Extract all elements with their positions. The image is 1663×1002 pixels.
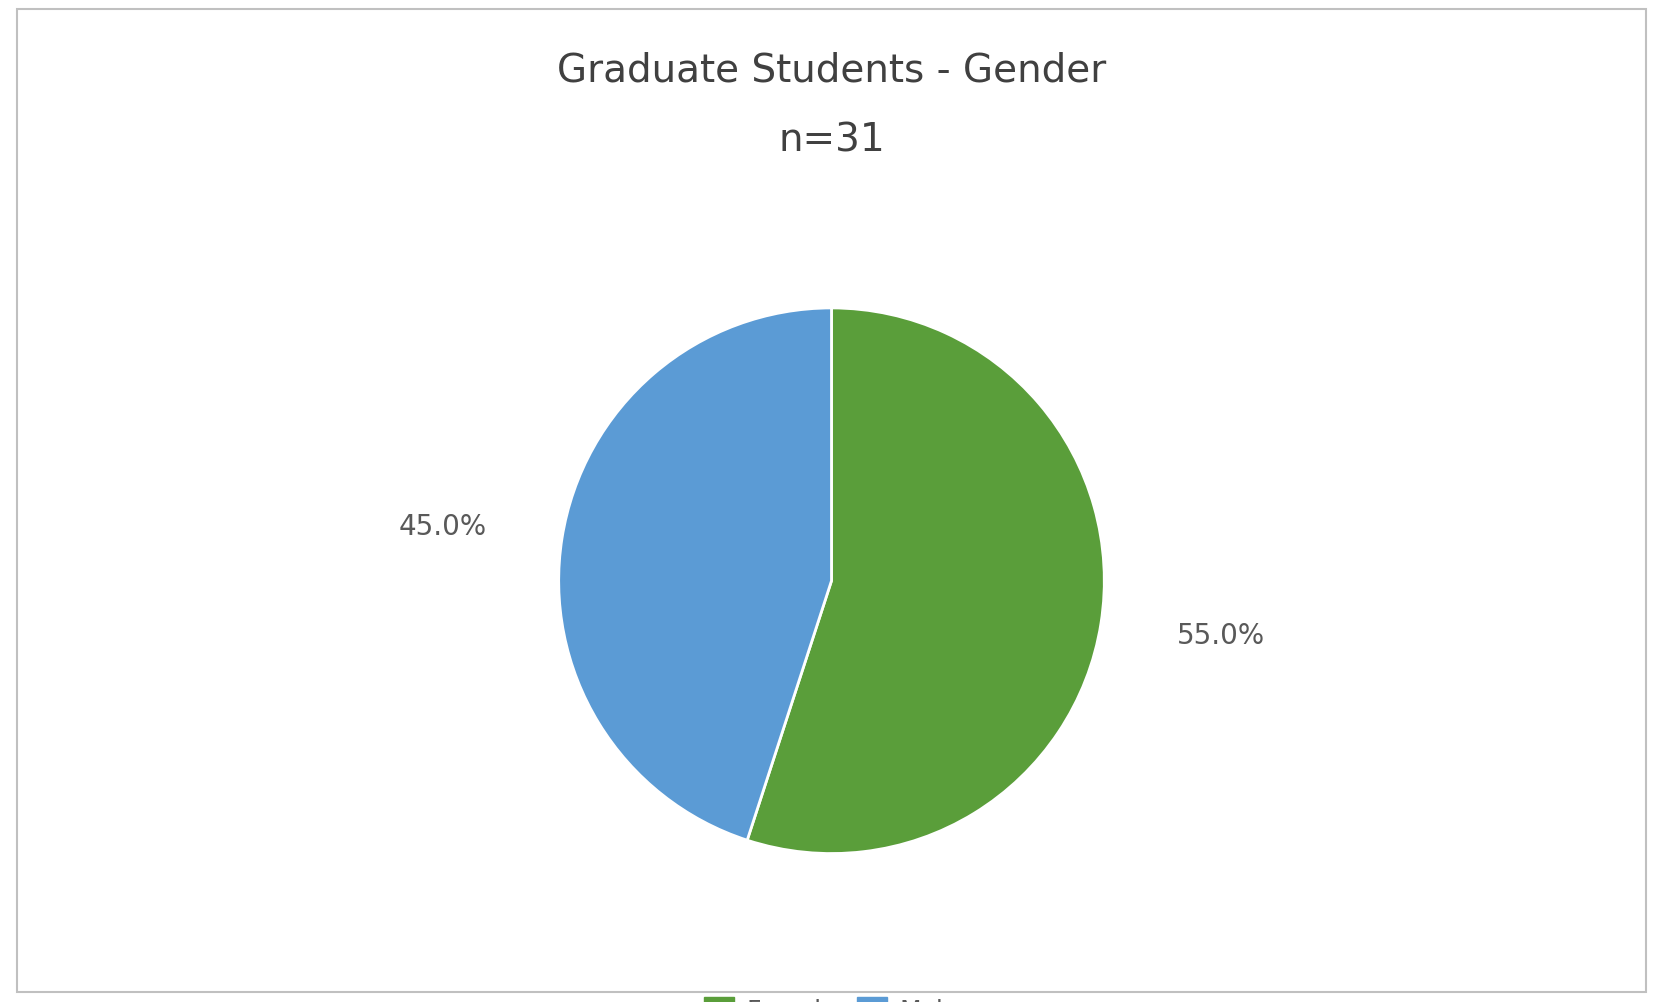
Text: n=31: n=31 — [778, 121, 885, 159]
Wedge shape — [747, 309, 1104, 854]
Text: 45.0%: 45.0% — [399, 513, 487, 540]
Wedge shape — [559, 309, 832, 841]
Legend: Female, Male: Female, Male — [693, 987, 970, 1002]
Text: 55.0%: 55.0% — [1176, 622, 1264, 649]
Text: Graduate Students - Gender: Graduate Students - Gender — [557, 51, 1106, 89]
